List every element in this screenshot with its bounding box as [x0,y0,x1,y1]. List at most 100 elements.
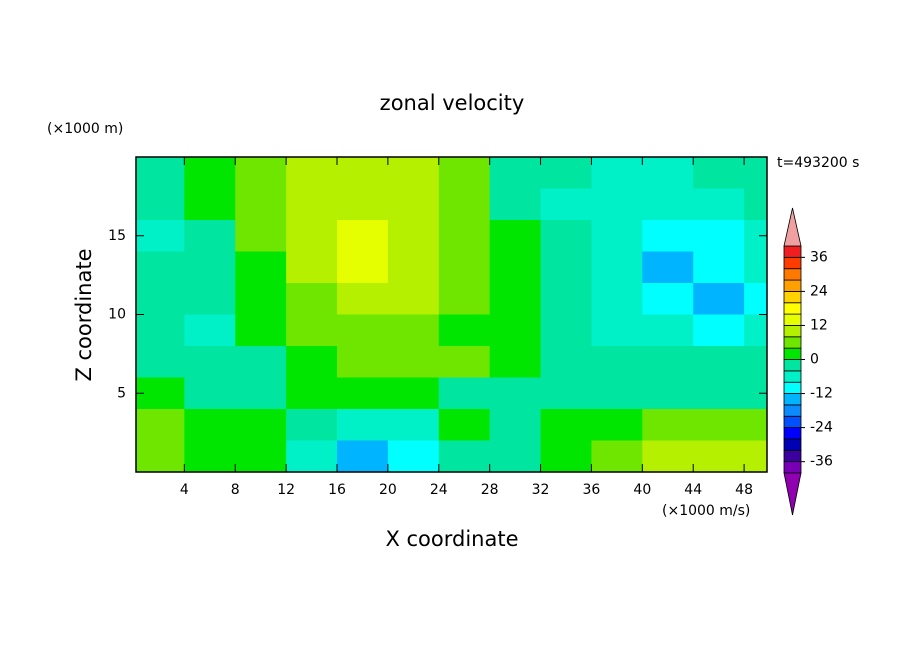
field-cell [489,346,542,378]
field-cell [387,314,440,347]
field-cell [438,409,491,441]
colorbar-band [783,245,802,258]
field-cell [744,440,768,473]
colorbar-tick-label: 12 [810,317,828,333]
field-cell [337,314,389,347]
field-cell [642,188,694,221]
field-cell [337,409,389,441]
colorbar-band [783,427,802,440]
field-cell [235,188,287,221]
field-cell [744,220,768,252]
field-cell [337,283,389,315]
colorbar-band [783,268,802,281]
field-cell [693,283,745,315]
field-cell [693,440,745,473]
colorbar-band [783,381,802,394]
field-cell [438,188,491,221]
field-cell [744,409,768,441]
field-cell [337,157,389,189]
x-tick-label: 48 [735,482,753,498]
field-cell [286,377,338,410]
y-tick-label: 10 [108,307,126,323]
x-tick-label: 32 [532,482,550,498]
field-cell [591,377,643,410]
field-cell [540,314,592,347]
field-cell [184,283,236,315]
field-cell [184,346,236,378]
colorbar-band [783,359,802,372]
field-cell [337,220,389,252]
field-cell [286,346,338,378]
annotation: t=493200 s [777,155,859,171]
field-cell [387,377,440,410]
field-cell [337,251,389,284]
field-cell [235,409,287,441]
field-cell [744,157,768,189]
field-cell [591,251,643,284]
field-cell [489,314,542,347]
colorbar-tick-label: 0 [810,352,819,368]
colorbar-band [783,313,802,326]
field-cell [744,346,768,378]
field-cell [286,409,338,441]
field-cell [744,283,768,315]
y-unit: (×1000 m) [47,121,123,137]
field-cell [136,440,185,473]
field-cell [489,188,542,221]
field-cell [438,346,491,378]
field-cell [438,314,491,347]
field-cell [642,283,694,315]
field-cell [591,409,643,441]
field-cell [540,377,592,410]
field-cell [136,283,185,315]
field-cell [184,220,236,252]
field-cell [337,440,389,473]
field-cell [591,283,643,315]
field-cell [642,440,694,473]
colorbar-band [783,302,802,315]
field-cell [489,283,542,315]
field-cell [540,251,592,284]
field-cell [184,251,236,284]
field-cell [387,251,440,284]
field-cell [693,251,745,284]
field-cell [387,220,440,252]
chart-title: zonal velocity [380,91,525,115]
field-cell [693,314,745,347]
x-tick-label: 28 [481,482,499,498]
field-cell [438,440,491,473]
colorbar-band [783,347,802,360]
field-cell [235,283,287,315]
colorbar-band [783,404,802,417]
colorbar-band [783,438,802,451]
colorbar-band [783,256,802,270]
field-cell [184,157,236,189]
x-tick-label: 4 [180,482,189,498]
field-cell [744,314,768,347]
field-cell [286,283,338,315]
field-cell [642,314,694,347]
field-cell [642,409,694,441]
colorbar-band [783,415,802,429]
field-cell [136,251,185,284]
colorbar-band [783,449,802,463]
field-cell [387,409,440,441]
field-cell [235,251,287,284]
field-cell [136,220,185,252]
field-cell [693,188,745,221]
field-cell [540,283,592,315]
field-cell [693,220,745,252]
field-cell [489,440,542,473]
field-cell [693,157,745,189]
field-cell [387,440,440,473]
field-cell [489,377,542,410]
value-unit: (×1000 m/s) [662,503,750,519]
field-cell [489,220,542,252]
x-tick-label: 44 [684,482,702,498]
y-tick-label: 15 [108,228,126,244]
field-cell [438,377,491,410]
field-cell [387,188,440,221]
colorbar-tick-label: 36 [810,249,828,265]
field-cell [136,314,185,347]
